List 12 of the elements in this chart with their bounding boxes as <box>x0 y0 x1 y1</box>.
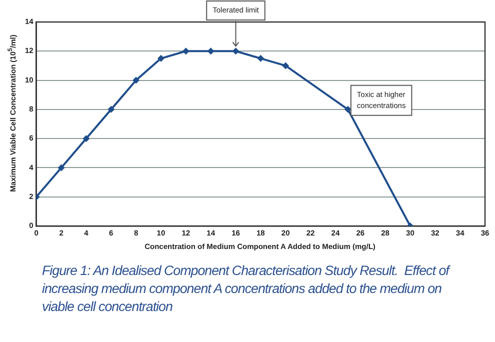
point <box>207 48 214 55</box>
point <box>182 48 190 55</box>
point <box>132 76 140 84</box>
point <box>157 54 164 62</box>
point <box>108 106 115 113</box>
point <box>344 106 352 113</box>
point <box>82 135 90 142</box>
point <box>232 48 240 55</box>
point <box>282 62 290 70</box>
point <box>58 164 65 172</box>
point <box>257 54 264 62</box>
caption: Figure 1: An Idealised Component Characterisation Study Result. Effect of increasing medium component A concentrations added to the medium on viable cell concentration <box>42 262 452 316</box>
